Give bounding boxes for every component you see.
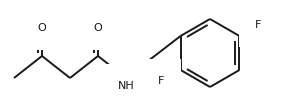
Text: F: F [158,76,165,86]
Text: F: F [255,20,262,30]
Text: O: O [38,23,46,33]
Text: NH: NH [118,81,134,91]
Text: O: O [94,23,102,33]
